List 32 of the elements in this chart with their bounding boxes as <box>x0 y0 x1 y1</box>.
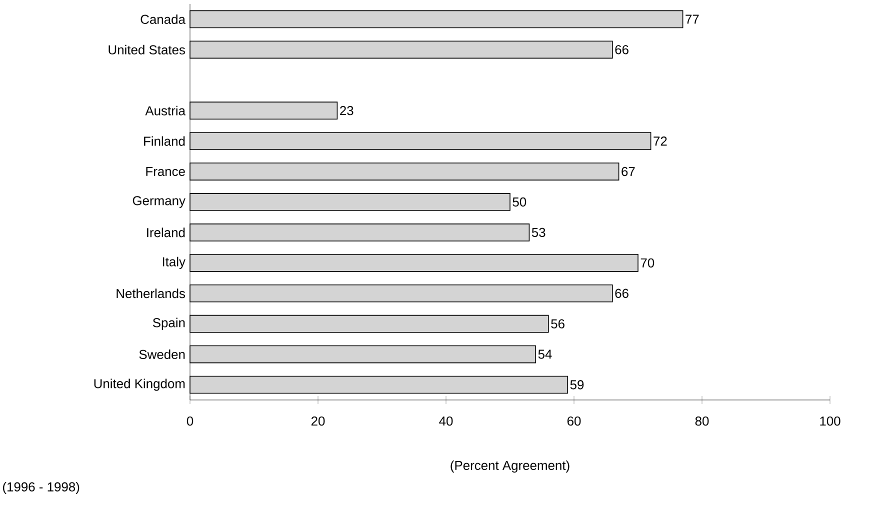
data-label: 77 <box>686 14 699 24</box>
data-label: 70 <box>640 258 654 268</box>
y-tick-label: Finland <box>144 136 185 146</box>
x-tick-label: 80 <box>695 416 709 426</box>
y-tick-label: United States <box>108 44 186 54</box>
x-axis-title: (Percent Agreement) <box>450 460 570 473</box>
y-tick-label: France <box>146 167 185 176</box>
data-label: 54 <box>538 350 552 359</box>
x-tick-label: 20 <box>311 416 325 426</box>
y-tick-label: Ireland <box>147 228 185 238</box>
data-label: 72 <box>654 136 667 146</box>
x-tick-label: 0 <box>186 416 194 426</box>
y-tick-label: Germany <box>132 196 186 208</box>
text: (1996 - 1998) <box>3 482 80 494</box>
data-label: 56 <box>551 319 564 328</box>
y-tick-label: Sweden <box>139 350 185 360</box>
data-label: 66 <box>615 45 628 54</box>
y-tick-label: Austria <box>145 106 186 116</box>
x-tick-label: 100 <box>820 416 840 426</box>
y-tick-label: Italy <box>162 256 186 269</box>
x-tick-label: 60 <box>567 416 581 426</box>
data-label: 23 <box>340 106 354 116</box>
y-tick-label: United Kingdom <box>94 378 185 391</box>
data-label: 67 <box>622 166 635 176</box>
y-tick-label: Spain <box>152 318 185 330</box>
data-label: 50 <box>512 197 526 207</box>
x-tick-label: 40 <box>439 416 453 426</box>
data-label: 53 <box>532 228 546 238</box>
data-label: 66 <box>615 288 628 298</box>
y-tick-label: Canada <box>140 14 186 24</box>
data-label: 59 <box>570 380 584 390</box>
y-tick-label: Netherlands <box>116 288 186 298</box>
